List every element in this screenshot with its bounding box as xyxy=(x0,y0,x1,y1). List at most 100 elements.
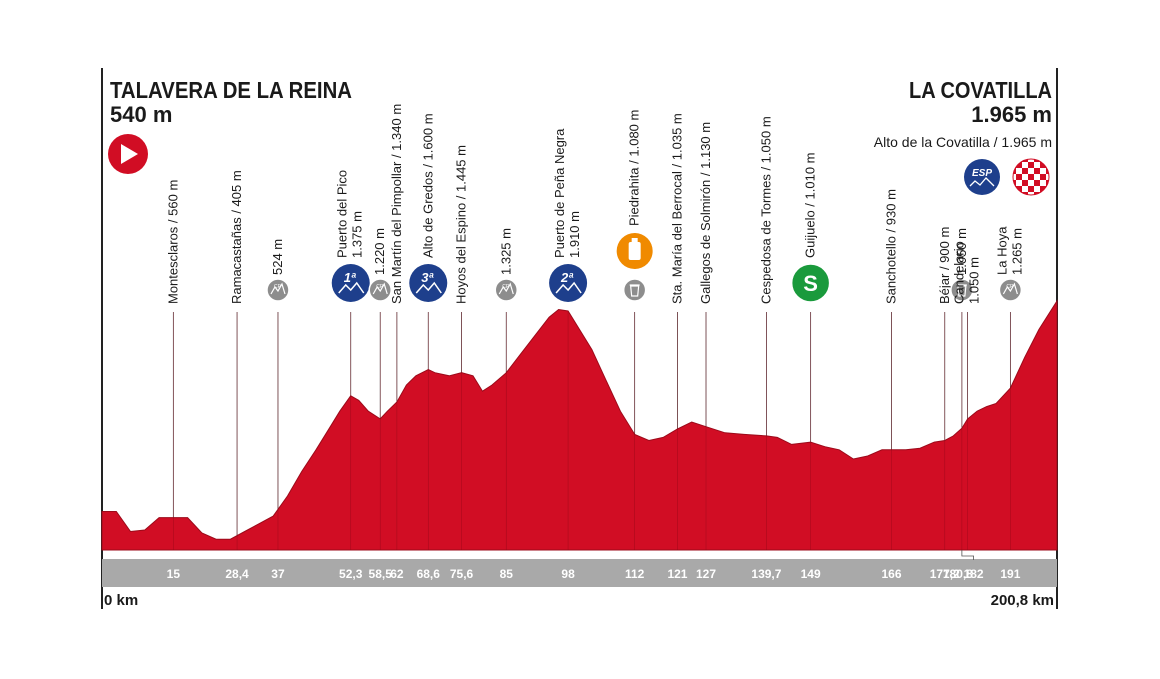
point-label: Puerto del Pico xyxy=(335,170,350,258)
point-label-group: Cespedosa de Tormes / 1.050 m xyxy=(758,116,773,304)
point-label: Ramacastañas / 405 m xyxy=(229,170,244,304)
point-label: Guijuelo / 1.010 m xyxy=(803,152,818,258)
start-km-label: 0 km xyxy=(104,592,138,609)
point-label-group: Sanchotello / 930 m xyxy=(883,189,898,304)
esp-leader-badge: ESP xyxy=(964,159,1000,195)
mountain-category-badge: 2ª xyxy=(549,264,588,302)
point-label: 524 m xyxy=(270,239,285,275)
frame-left-bar xyxy=(101,68,103,609)
point-label: Cespedosa de Tormes / 1.050 m xyxy=(758,116,773,304)
point-label: 1.325 m xyxy=(498,228,513,275)
point-label-group: Sta. María del Berrocal / 1.035 m xyxy=(669,113,684,304)
point-label: San Martín del Pimpollar / 1.340 m xyxy=(389,104,404,304)
point-label-group: 524 m xyxy=(270,239,285,275)
point-label-group: Alto de Gredos / 1.600 m xyxy=(420,113,435,258)
point-label: 1.050 m xyxy=(954,228,969,275)
point-label-group: La Hoya 1.265 m xyxy=(994,226,1024,275)
point-label-group: Montesclaros / 560 m xyxy=(165,180,180,304)
sprint-badge-text: S xyxy=(803,271,818,296)
km-tick-label: 68,6 xyxy=(417,567,441,581)
point-label-group: Puerto de Peña Negra 1.910 m xyxy=(552,128,582,258)
point-label: Gallegos de Solmirón / 1.130 m xyxy=(698,122,713,304)
start-icon xyxy=(108,134,148,174)
start-town-name: TALAVERA DE LA REINA xyxy=(110,77,352,103)
point-label: Alto de Gredos / 1.600 m xyxy=(420,113,435,258)
km-tick-label: 139,7 xyxy=(751,567,781,581)
km-tick-label: 15 xyxy=(167,567,181,581)
point-label: Béjar / 900 m xyxy=(937,227,952,304)
point-label: Piedrahita / 1.080 m xyxy=(627,110,642,226)
km-axis-band xyxy=(102,559,1057,587)
point-label: Hoyos del Espino / 1.445 m xyxy=(454,145,469,304)
point-altitude-label: 1.375 m xyxy=(350,211,365,258)
km-tick-label: 37 xyxy=(271,567,285,581)
category-text: 3ª xyxy=(421,270,434,285)
point-label-group: Béjar / 900 m xyxy=(937,227,952,304)
svg-text:CP: CP xyxy=(274,284,282,290)
point-label: Montesclaros / 560 m xyxy=(165,180,180,304)
waste-zone-icon xyxy=(622,278,647,302)
checkered-finish-icon xyxy=(1012,158,1050,196)
point-label-group: 1.220 m xyxy=(372,228,387,275)
km-tick-label: 62 xyxy=(390,567,404,581)
point-label-group: Candelario 1.050 m xyxy=(952,241,982,304)
km-tick-label: 127 xyxy=(696,567,716,581)
finish-altitude: 1.965 m xyxy=(971,102,1052,127)
km-tick-label: 28,4 xyxy=(225,567,249,581)
waste-zone-icon xyxy=(950,278,974,302)
start-altitude: 540 m xyxy=(110,102,172,127)
svg-text:CP: CP xyxy=(502,284,510,290)
km-tick-label: 166 xyxy=(881,567,901,581)
km-tick-label: 121 xyxy=(667,567,687,581)
finish-summit-label: Alto de la Covatilla / 1.965 m xyxy=(874,134,1052,150)
mountain-category-badge: 1ª xyxy=(331,264,370,302)
end-km-label: 200,8 km xyxy=(991,592,1054,609)
point-label-group: Puerto del Pico 1.375 m xyxy=(335,170,365,258)
intermediate-sprint-badge: S xyxy=(790,263,831,303)
svg-text:CP: CP xyxy=(1006,284,1014,290)
point-label: Puerto de Peña Negra xyxy=(552,128,567,258)
point-label: La Hoya xyxy=(994,226,1009,275)
point-label-group: San Martín del Pimpollar / 1.340 m xyxy=(389,104,404,304)
cp-intermediate-marker-icon: CP xyxy=(494,278,519,302)
svg-text:CP: CP xyxy=(376,284,384,290)
point-label: Sta. María del Berrocal / 1.035 m xyxy=(669,113,684,304)
point-altitude-label: 1.910 m xyxy=(567,211,582,258)
finish-town-name: LA COVATILLA xyxy=(909,77,1052,103)
candelario-connector xyxy=(961,550,974,560)
km-tick-label: 149 xyxy=(801,567,821,581)
point-label-group: Hoyos del Espino / 1.445 m xyxy=(454,145,469,304)
point-label: 1.220 m xyxy=(372,228,387,275)
point-altitude-label: 1.050 m xyxy=(967,257,982,304)
point-label-group: Piedrahita / 1.080 m xyxy=(627,110,642,226)
point-label-group: 1.325 m xyxy=(498,228,513,275)
point-label-group: Gallegos de Solmirón / 1.130 m xyxy=(698,122,713,304)
cp-intermediate-marker-icon: CP xyxy=(266,278,290,302)
point-label-group: Ramacastañas / 405 m xyxy=(229,170,244,304)
km-tick-label: 180,8 xyxy=(943,567,973,581)
km-tick-label: 52,3 xyxy=(339,567,363,581)
mountain-category-badge: 3ª xyxy=(409,264,448,302)
point-label: Sanchotello / 930 m xyxy=(883,189,898,304)
point-altitude-label: 1.265 m xyxy=(1009,228,1024,275)
km-tick-label: 75,6 xyxy=(450,567,474,581)
feed-zone-icon xyxy=(616,233,653,269)
elevation-area xyxy=(101,299,1058,551)
cp-intermediate-marker-icon: CP xyxy=(368,278,392,302)
km-tick-label: 177,2 xyxy=(930,567,960,581)
cp-intermediate-marker-icon: CP xyxy=(998,278,1023,302)
km-tick-label: 112 xyxy=(625,567,645,581)
km-tick-label: 58,5 xyxy=(369,567,393,581)
km-tick-label: 85 xyxy=(500,567,514,581)
point-label-group: Guijuelo / 1.010 m xyxy=(803,152,818,258)
category-text: 2ª xyxy=(560,270,574,285)
point-label-group: 1.050 m xyxy=(954,228,969,275)
km-tick-label: 191 xyxy=(1000,567,1020,581)
km-tick-label: 182 xyxy=(964,567,984,581)
category-text: 1ª xyxy=(344,270,357,285)
esp-badge-text: ESP xyxy=(972,168,992,179)
km-tick-label: 98 xyxy=(561,567,575,581)
point-label: Candelario xyxy=(952,241,967,304)
